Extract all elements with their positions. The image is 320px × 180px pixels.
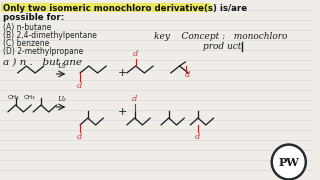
Text: a ) n .   but ane: a ) n . but ane: [3, 58, 82, 67]
Text: cl: cl: [77, 82, 83, 90]
Text: (D) 2-methylpropane: (D) 2-methylpropane: [3, 47, 83, 56]
Circle shape: [274, 147, 304, 177]
FancyBboxPatch shape: [1, 3, 211, 12]
Text: cl: cl: [77, 133, 83, 141]
Text: cl: cl: [195, 133, 201, 141]
Text: PW: PW: [278, 156, 299, 168]
Text: (B) 2,4-dimethylpentane: (B) 2,4-dimethylpentane: [3, 31, 97, 40]
Text: prod uct: prod uct: [203, 42, 241, 51]
Text: (A) n-butane: (A) n-butane: [3, 23, 51, 32]
Text: CH₃: CH₃: [8, 95, 20, 100]
Circle shape: [271, 144, 306, 180]
Text: possible for:: possible for:: [3, 13, 64, 22]
Text: cl: cl: [184, 71, 190, 79]
Text: U₂: U₂: [58, 62, 66, 70]
Text: cl: cl: [133, 50, 139, 58]
Text: key    Concept :   monochloro: key Concept : monochloro: [154, 32, 287, 41]
Text: U₂: U₂: [58, 95, 66, 103]
Text: CH₃: CH₃: [23, 95, 35, 100]
Text: +: +: [118, 68, 127, 78]
Text: cl: cl: [132, 95, 138, 103]
Text: +: +: [118, 107, 127, 117]
Text: (C) benzene: (C) benzene: [3, 39, 49, 48]
Text: Only two isomeric monochloro derivative(s) is/are: Only two isomeric monochloro derivative(…: [3, 4, 247, 13]
